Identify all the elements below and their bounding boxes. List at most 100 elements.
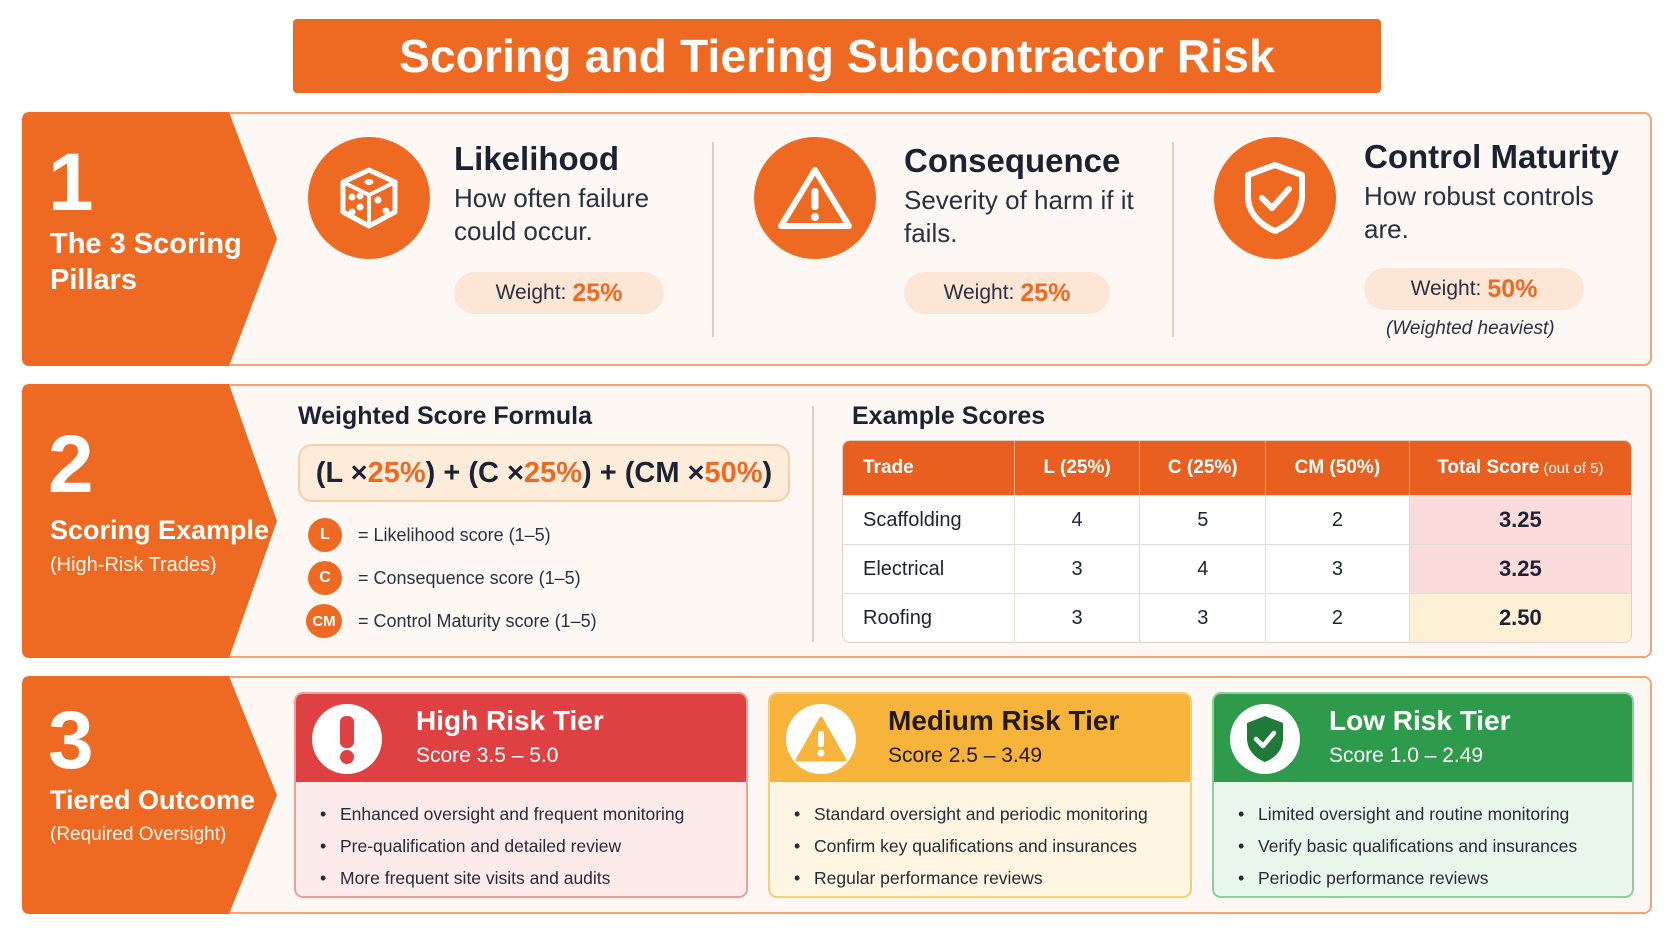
section-tab: 3 Tiered Outcome (Required Oversight)	[22, 676, 277, 914]
total-score-cell: 2.50	[1409, 593, 1631, 642]
tier-range: Score 1.0 – 2.49	[1329, 744, 1484, 767]
table-cell: 4	[1014, 495, 1141, 544]
legend-text: = Likelihood score (1–5)	[358, 524, 551, 545]
tier-header: High Risk Tier Score 3.5 – 5.0	[296, 694, 746, 782]
table-cell: 3	[1140, 593, 1267, 642]
section-tiered-outcome: 3 Tiered Outcome (Required Oversight) Hi…	[22, 676, 1652, 914]
column-header-label: Total Score	[1437, 457, 1540, 478]
tier-title: High Risk Tier	[416, 705, 604, 736]
total-score-cell: 3.25	[1409, 495, 1631, 544]
tier-title: Low Risk Tier	[1329, 705, 1511, 736]
table-cell: Electrical	[843, 544, 1015, 593]
section-scoring-pillars: 1 The 3 Scoring Pillars Likelihood How o…	[22, 112, 1652, 366]
table-cell: 4	[1140, 544, 1267, 593]
table-header-row: Trade L (25%) C (25%) CM (50%) Total Sco…	[843, 441, 1631, 495]
divider	[812, 406, 814, 642]
warning-icon	[754, 137, 876, 259]
pillar-control-maturity: Control Maturity How robust controls are…	[1214, 112, 1644, 366]
list-item: More frequent site visits and audits	[318, 862, 684, 894]
column-header: Trade	[843, 441, 1015, 495]
table-cell: 3	[1014, 593, 1141, 642]
table-cell: 3	[1266, 544, 1410, 593]
weight-value: 50%	[1487, 274, 1538, 303]
pillar-consequence: Consequence Severity of harm if it fails…	[754, 112, 1154, 366]
weight-value: 25%	[1020, 278, 1071, 307]
formula-weight: 25%	[523, 456, 583, 489]
section-number: 3	[48, 695, 94, 786]
list-item: Standard oversight and periodic monitori…	[792, 798, 1148, 830]
table-cell: Scaffolding	[843, 495, 1015, 544]
exclamation-icon	[312, 704, 382, 774]
tier-header: Medium Risk Tier Score 2.5 – 3.49	[770, 694, 1190, 782]
pillar-title: Likelihood	[454, 140, 619, 177]
legend-item: L = Likelihood score (1–5)	[308, 518, 551, 552]
section-label: Tiered Outcome	[50, 785, 256, 815]
pillar-title: Control Maturity	[1364, 138, 1619, 175]
column-header-suffix: (out of 5)	[1539, 460, 1604, 477]
legend-text: = Consequence score (1–5)	[358, 567, 581, 588]
section-number: 1	[48, 137, 94, 228]
table-row: Roofing 3 3 2 2.50	[843, 593, 1631, 642]
legend-badge: L	[308, 518, 342, 552]
weight-label: Weight:	[943, 281, 1015, 304]
section-label: The 3 Scoring Pillars	[50, 228, 242, 296]
weight-pill: Weight: 50%	[1364, 268, 1584, 310]
pillar-likelihood: Likelihood How often failure could occur…	[308, 112, 708, 366]
legend-badge: CM	[306, 604, 342, 638]
warning-icon	[786, 704, 856, 774]
list-item: Confirm key qualifications and insurance…	[792, 830, 1148, 862]
list-item: Verify basic qualifications and insuranc…	[1236, 830, 1577, 862]
weight-value: 25%	[572, 278, 623, 307]
weight-note: (Weighted heaviest)	[1386, 318, 1555, 339]
tier-title: Medium Risk Tier	[888, 705, 1120, 736]
table-heading: Example Scores	[852, 402, 1046, 430]
section-panel	[192, 112, 1652, 366]
table-row: Electrical 3 4 3 3.25	[843, 544, 1631, 593]
tier-range: Score 2.5 – 3.49	[888, 744, 1043, 767]
legend-text: = Control Maturity score (1–5)	[358, 610, 597, 631]
weight-label: Weight:	[1410, 277, 1482, 300]
table-row: Scaffolding 4 5 2 3.25	[843, 495, 1631, 544]
tier-list: Enhanced oversight and frequent monitori…	[318, 798, 684, 894]
dice-icon	[308, 137, 430, 259]
table-cell: 5	[1140, 495, 1267, 544]
tier-range: Score 3.5 – 5.0	[416, 744, 559, 767]
section-tab: 1 The 3 Scoring Pillars	[22, 112, 277, 366]
column-header: C (25%)	[1140, 441, 1267, 495]
section-tab: 2 Scoring Example (High-Risk Trades)	[22, 384, 277, 658]
legend-item: C = Consequence score (1–5)	[308, 561, 581, 595]
table-cell: 2	[1266, 495, 1410, 544]
weight-pill: Weight: 25%	[904, 272, 1110, 314]
table-cell: 3	[1014, 544, 1141, 593]
pillar-description: Severity of harm if it fails.	[904, 185, 1134, 248]
formula-weight: 50%	[704, 456, 763, 489]
pillar-description: How often failure could occur.	[454, 183, 650, 246]
tier-card-high: High Risk Tier Score 3.5 – 5.0 Enhanced …	[294, 692, 748, 898]
section-number: 2	[48, 419, 94, 510]
weight-label: Weight:	[495, 281, 567, 304]
table-cell: Roofing	[843, 593, 1015, 642]
pillar-title: Consequence	[904, 142, 1121, 179]
divider	[1172, 142, 1174, 337]
formula-part: (L ×	[315, 456, 368, 489]
tier-list: Standard oversight and periodic monitori…	[792, 798, 1148, 894]
total-score-cell: 3.25	[1409, 544, 1631, 593]
section-sublabel: (Required Oversight)	[50, 824, 227, 845]
pillar-description: How robust controls are.	[1364, 181, 1594, 244]
scores-table: Trade L (25%) C (25%) CM (50%) Total Sco…	[842, 440, 1632, 643]
table-cell: 2	[1266, 593, 1410, 642]
list-item: Limited oversight and routine monitoring	[1236, 798, 1577, 830]
section-label: Scoring Example	[50, 515, 270, 545]
tier-header: Low Risk Tier Score 1.0 – 2.49	[1214, 694, 1632, 782]
formula-part: ) + (CM ×	[582, 456, 705, 489]
page-title: Scoring and Tiering Subcontractor Risk	[293, 19, 1381, 93]
column-header: CM (50%)	[1266, 441, 1410, 495]
tier-list: Limited oversight and routine monitoring…	[1236, 798, 1577, 894]
formula-weight: 25%	[367, 456, 426, 489]
column-header: L (25%)	[1014, 441, 1141, 495]
shield-check-icon	[1214, 137, 1336, 259]
tier-card-low: Low Risk Tier Score 1.0 – 2.49 Limited o…	[1212, 692, 1634, 898]
legend-item: CM = Control Maturity score (1–5)	[306, 604, 597, 638]
legend-badge: C	[308, 561, 342, 595]
formula-heading: Weighted Score Formula	[298, 402, 593, 430]
